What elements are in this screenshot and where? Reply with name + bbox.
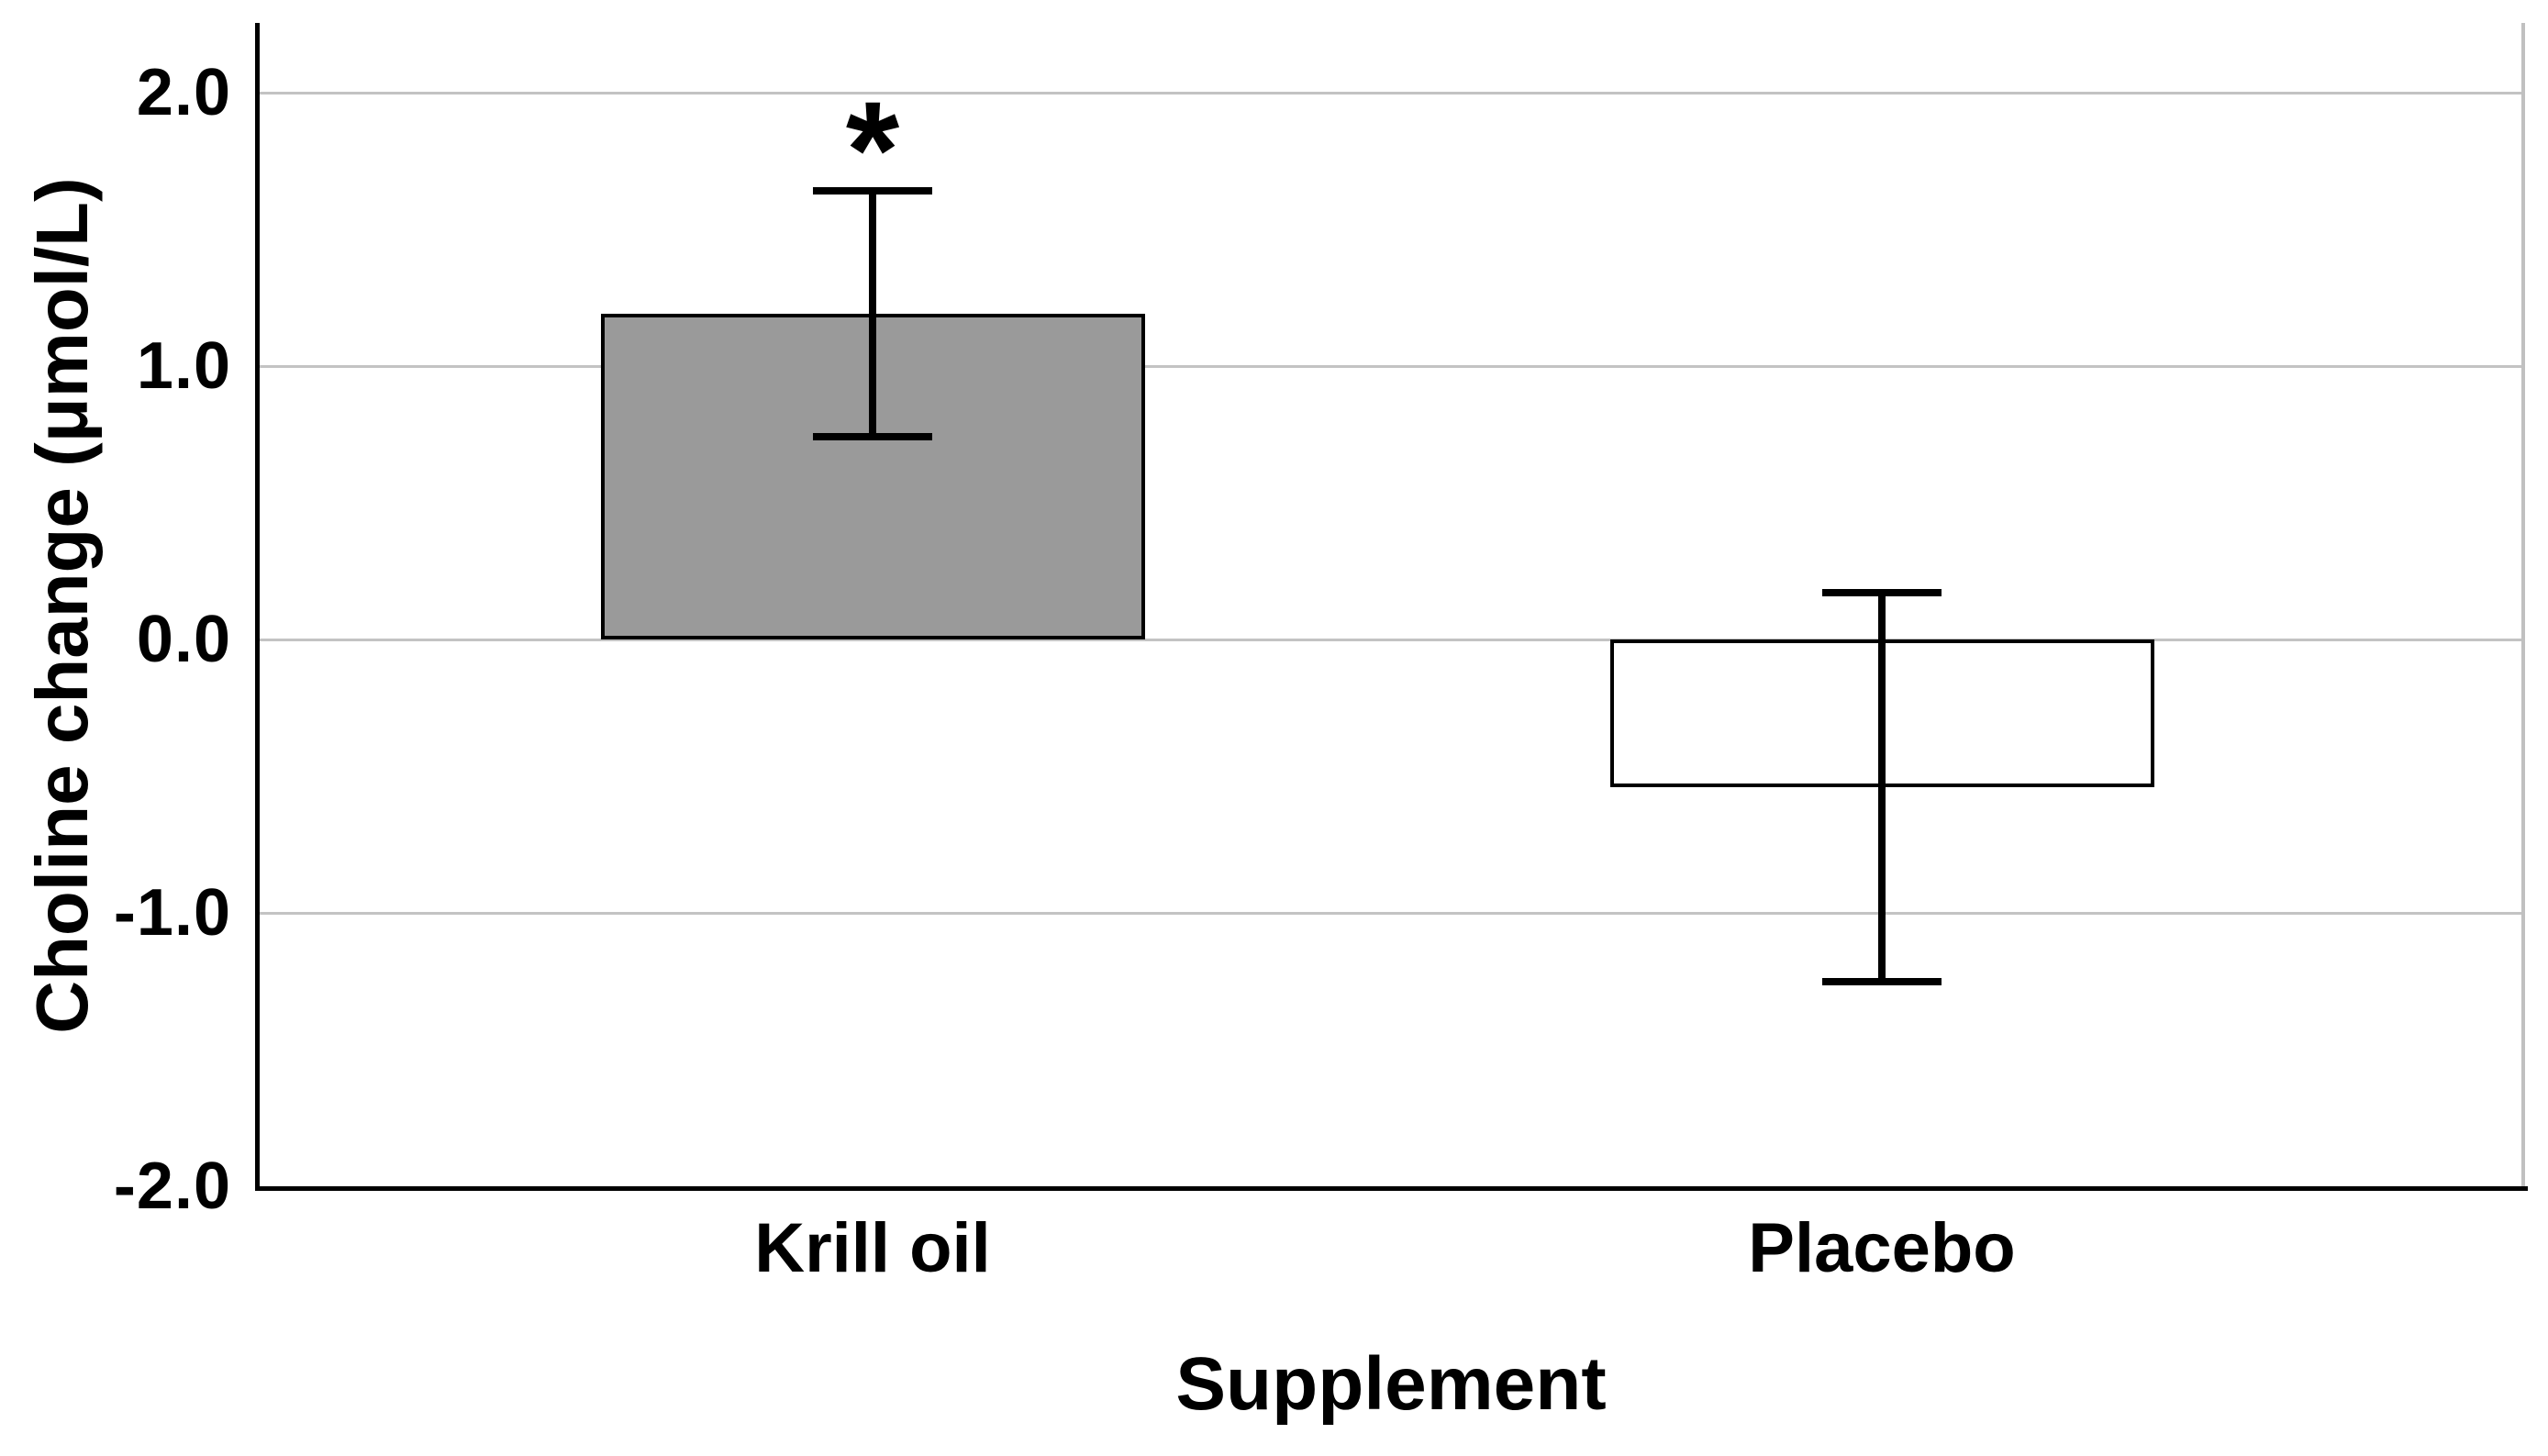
error-bar-cap-top (1822, 589, 1942, 597)
plot-right-border (2521, 23, 2525, 1191)
y-tick-label: -1.0 (113, 876, 231, 950)
x-tick-label: Placebo (1748, 1209, 2016, 1287)
error-bar-cap-top (813, 187, 932, 195)
error-bar-line (869, 191, 876, 438)
error-bar-line (1878, 593, 1886, 982)
gridline (260, 364, 2521, 368)
y-axis-line (255, 23, 260, 1190)
gridline (260, 638, 2521, 641)
x-axis-line (255, 1186, 2528, 1191)
y-tick-label: 1.0 (136, 329, 231, 403)
y-tick-label: 2.0 (136, 56, 231, 129)
error-bar-cap-bottom (813, 433, 932, 441)
significance-asterisk: * (845, 72, 900, 228)
x-tick-label: Krill oil (754, 1209, 991, 1287)
y-tick-label: -2.0 (113, 1150, 231, 1223)
gridline (260, 91, 2521, 94)
x-axis-title: Supplement (1175, 1342, 1607, 1426)
gridline (260, 911, 2521, 915)
error-bar-cap-bottom (1822, 977, 1942, 985)
y-tick-label: 0.0 (136, 603, 231, 676)
